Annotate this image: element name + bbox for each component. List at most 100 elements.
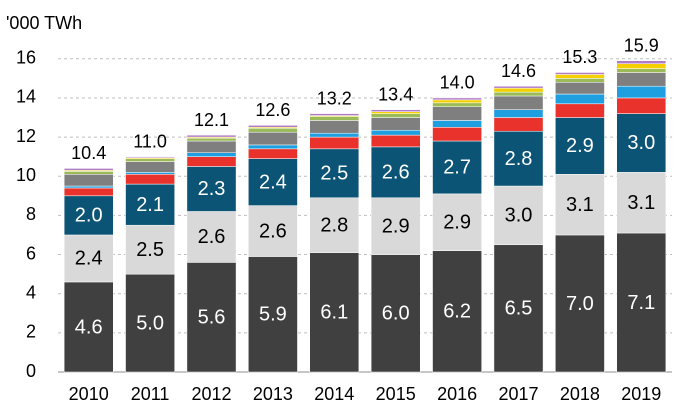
total-label: 12.6 <box>255 100 290 120</box>
data-label: 2.8 <box>320 214 348 236</box>
data-label: 6.0 <box>382 303 410 325</box>
bar-segment <box>125 172 175 175</box>
bar-segment <box>248 148 298 159</box>
bar-segment <box>309 252 360 373</box>
bar-segment <box>493 109 544 118</box>
x-tick-label: 2017 <box>498 384 538 404</box>
data-label: 2.7 <box>443 157 471 179</box>
bar-segment <box>616 60 667 64</box>
bar-segment <box>63 171 114 175</box>
bar-segment <box>125 174 175 185</box>
bar-segment <box>309 197 360 253</box>
bar-segment <box>370 197 421 255</box>
bar-segment <box>493 85 544 89</box>
y-tick-label: 4 <box>26 282 36 302</box>
data-label: 2.0 <box>75 205 103 227</box>
data-label: 4.6 <box>75 316 103 338</box>
data-label: 6.1 <box>320 302 348 324</box>
data-label: 7.0 <box>566 293 594 315</box>
x-tick-label: 2016 <box>437 384 477 404</box>
data-label: 6.2 <box>443 301 471 323</box>
y-tick-label: 10 <box>16 165 36 185</box>
bar-segment <box>370 113 421 118</box>
bar-segment <box>493 130 544 187</box>
data-label: 2.1 <box>136 194 164 216</box>
bar-segment <box>309 116 360 121</box>
data-label: 2.5 <box>320 163 348 185</box>
y-tick-label: 16 <box>16 48 36 68</box>
total-label: 12.1 <box>194 110 229 130</box>
bar-segment <box>248 158 298 206</box>
bar-segment <box>186 156 237 167</box>
data-label: 2.8 <box>505 148 533 170</box>
bar-segment <box>370 129 421 136</box>
total-label: 14.0 <box>440 73 475 93</box>
y-tick-label: 8 <box>26 204 36 224</box>
bar-segment <box>125 183 175 226</box>
bar-segment <box>248 256 298 373</box>
total-label: 13.4 <box>378 84 413 104</box>
bar-segment <box>370 134 421 148</box>
data-label: 2.6 <box>259 220 287 242</box>
bar-segment <box>432 127 482 142</box>
data-label: 2.5 <box>136 239 164 261</box>
bar-segment <box>493 91 544 97</box>
bar-segment <box>432 250 482 373</box>
bar-segment <box>432 102 482 107</box>
bar-segment <box>309 120 360 134</box>
data-label: 2.9 <box>443 212 471 234</box>
bar-segment <box>432 99 482 104</box>
bar-segment <box>186 166 237 212</box>
x-tick-label: 2018 <box>560 384 600 404</box>
bar-segment <box>63 174 114 187</box>
data-label: 5.0 <box>136 312 164 334</box>
data-label: 2.4 <box>259 171 287 193</box>
bar-segment <box>616 232 667 373</box>
y-tick-label: 12 <box>16 126 36 146</box>
y-tick-label: 2 <box>26 322 36 342</box>
bar-segment <box>63 168 114 171</box>
bar-segment <box>493 117 544 132</box>
bar-segment <box>432 120 482 128</box>
bar-segment <box>493 244 544 373</box>
y-tick-label: 0 <box>26 361 36 381</box>
bar-segment <box>186 140 237 154</box>
total-label: 15.9 <box>624 35 659 55</box>
x-tick-label: 2013 <box>253 384 293 404</box>
bar-segment <box>616 85 667 99</box>
total-label: 11.0 <box>133 131 167 151</box>
bar-segment <box>186 262 237 373</box>
data-label: 5.6 <box>198 306 226 328</box>
bar-segment <box>309 148 360 199</box>
total-label: 10.4 <box>71 143 106 163</box>
bar-segment <box>186 211 237 263</box>
bar-segment <box>555 93 605 105</box>
bar-segment <box>248 205 298 257</box>
bar-segment <box>432 193 482 251</box>
bar-segment <box>616 172 667 234</box>
bar-segment <box>125 224 175 275</box>
bar-segment <box>555 174 605 236</box>
bar-segment <box>248 144 298 150</box>
bar-segment <box>370 109 421 112</box>
data-label: 2.3 <box>198 178 226 200</box>
bar-segment <box>616 63 667 69</box>
bar-segment <box>432 140 482 195</box>
x-tick-label: 2010 <box>69 384 109 404</box>
bar-segment <box>248 131 298 146</box>
total-label: 15.3 <box>562 47 597 67</box>
bar-segment <box>555 103 605 118</box>
bar-segment <box>125 158 175 162</box>
x-tick-label: 2015 <box>376 384 416 404</box>
data-label: 2.9 <box>566 135 594 157</box>
bar-segment <box>616 97 667 114</box>
bar-segment <box>63 281 114 373</box>
data-label: 2.4 <box>75 248 103 270</box>
bar-segment <box>493 95 544 110</box>
x-tick-label: 2011 <box>131 384 170 404</box>
bar-segment <box>186 152 237 157</box>
bar-segment <box>125 273 175 373</box>
total-label: 13.2 <box>317 88 352 108</box>
bar-segment <box>493 87 544 93</box>
